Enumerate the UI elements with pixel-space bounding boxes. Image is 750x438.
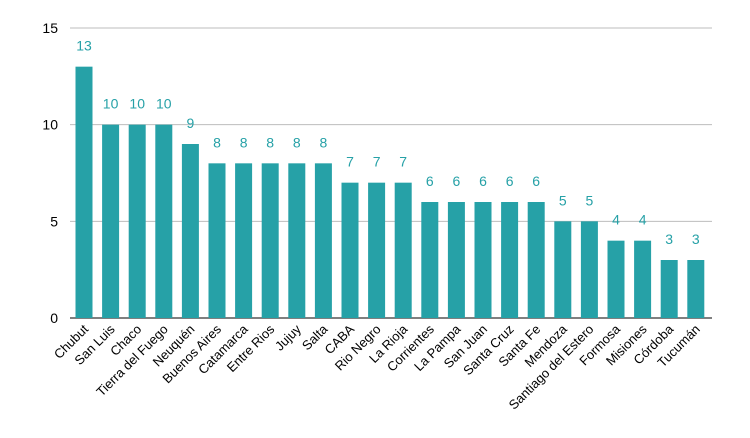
data-label: 5 [559, 192, 567, 208]
data-label: 6 [453, 173, 461, 189]
data-label: 8 [266, 134, 274, 150]
bar [314, 163, 332, 318]
data-label: 10 [129, 96, 145, 112]
bar [341, 182, 359, 318]
bar [261, 163, 279, 318]
bar [288, 163, 306, 318]
bar [607, 240, 625, 318]
data-label: 10 [103, 96, 119, 112]
bar [421, 202, 439, 318]
data-label: 3 [692, 231, 700, 247]
data-label: 6 [479, 173, 487, 189]
data-label: 5 [586, 192, 594, 208]
data-label: 4 [612, 212, 620, 228]
bar-layer [75, 66, 705, 319]
y-tick-label: 10 [42, 117, 58, 133]
bar [235, 163, 253, 318]
bar [128, 124, 146, 319]
y-tick-label: 5 [50, 213, 58, 229]
bar [634, 240, 652, 318]
data-label: 7 [399, 154, 407, 170]
bar [554, 221, 572, 318]
bar [208, 163, 226, 318]
data-label: 7 [346, 154, 354, 170]
bar [181, 144, 199, 318]
data-label: 8 [213, 134, 221, 150]
x-tick-label: Jujuy [272, 321, 304, 353]
bar [527, 202, 545, 318]
bar [501, 202, 519, 318]
y-axis-ticks: 0 5 10 15 [42, 20, 58, 326]
data-label: 10 [156, 96, 172, 112]
bar [102, 124, 120, 319]
bar [394, 182, 412, 318]
bar [687, 260, 705, 318]
bar [155, 124, 173, 319]
bar [660, 260, 678, 318]
data-label: 6 [426, 173, 434, 189]
data-label: 7 [373, 154, 381, 170]
bar [75, 66, 93, 319]
bar [580, 221, 598, 318]
data-label: 13 [76, 38, 92, 54]
y-tick-label: 15 [42, 20, 58, 36]
y-tick-label: 0 [50, 310, 58, 326]
data-label: 9 [187, 115, 195, 131]
data-label: 8 [240, 134, 248, 150]
bar [474, 202, 492, 318]
data-label: 4 [639, 212, 647, 228]
data-label-layer: 13 10 10 10 9 8 8 8 8 8 7 7 7 6 6 6 6 6 5 5 4 4 3 3 [76, 38, 700, 247]
data-label: 8 [320, 134, 328, 150]
data-label: 6 [506, 173, 514, 189]
data-label: 8 [293, 134, 301, 150]
data-label: 3 [665, 231, 673, 247]
bar [447, 202, 465, 318]
grid-layer [70, 27, 712, 319]
data-label: 6 [532, 173, 540, 189]
bar [368, 182, 386, 318]
